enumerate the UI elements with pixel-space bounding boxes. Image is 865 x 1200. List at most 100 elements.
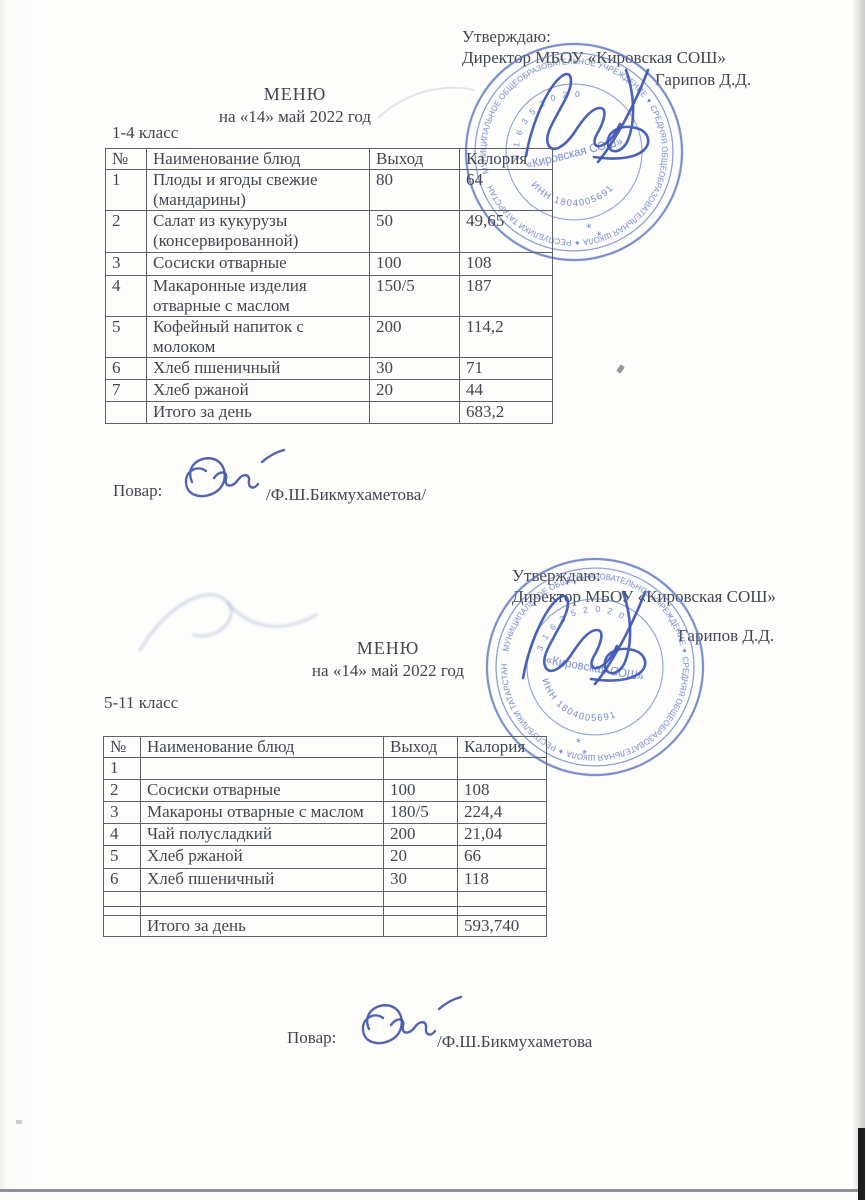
output-cell: 200 (383, 823, 458, 846)
output-cell: 30 (383, 868, 458, 892)
row-number-cell: 6 (103, 868, 141, 892)
output-cell (383, 757, 458, 780)
director-line: Директор МБОУ «Кировская СОШ» (462, 48, 726, 67)
table-row: 7 Хлеб ржаной 20 44 (105, 379, 553, 402)
director-signature (524, 68, 650, 164)
calories-cell: 64 (459, 169, 553, 211)
output-cell (383, 906, 458, 916)
col-dish: Наименование блюд (146, 148, 370, 170)
menu-table-1: № Наименование блюд Выход Калория 1 Плод… (105, 148, 553, 424)
calories-cell: 66 (457, 845, 547, 869)
dish-cell: Сосиски отварные (140, 779, 384, 802)
table-total-row: Итого за день 683,2 (105, 401, 553, 424)
stamp-star: * (595, 228, 604, 244)
calories-cell (457, 906, 547, 916)
scan-corner-bar (858, 1128, 865, 1200)
table-header-row: № Наименование блюд Выход Калория (105, 148, 553, 170)
calories-cell: 71 (459, 357, 553, 380)
col-dish: Наименование блюд (140, 736, 384, 758)
dish-cell: Макаронные изделия отварные с маслом (146, 275, 370, 317)
output-cell: 180/5 (383, 801, 458, 824)
row-number-cell: 3 (105, 252, 147, 276)
total-value-cell: 683,2 (459, 401, 553, 424)
row-number-cell: 2 (105, 210, 147, 253)
output-cell: 50 (369, 210, 460, 253)
output-cell (383, 915, 458, 937)
calories-cell: 187 (459, 275, 553, 317)
cook-label-1: Повар: (113, 481, 163, 500)
calories-cell: 108 (457, 779, 547, 802)
table-row: 4 Чай полусладкий 200 21,04 (103, 823, 547, 846)
calories-cell: 108 (459, 252, 553, 276)
stamp-middle-ring (495, 567, 695, 767)
bleed-through-signature (138, 593, 318, 652)
dish-cell: Салат из кукурузы (консервированной) (146, 210, 370, 253)
calories-cell: 44 (459, 379, 553, 402)
col-number: № (105, 148, 147, 170)
total-label-cell: Итого за день (146, 401, 370, 424)
table-empty-row (103, 906, 547, 916)
row-number-cell: 5 (103, 845, 141, 869)
row-number-cell (105, 401, 147, 424)
scan-bottom-margin (0, 1192, 865, 1200)
cook-signature (361, 995, 463, 1045)
table-empty-row (103, 891, 547, 907)
cook-signature (184, 448, 286, 498)
approval-block-1: Утверждаю: Директор МБОУ «Кировская СОШ»… (462, 26, 802, 90)
total-label-cell: Итого за день (140, 915, 384, 937)
table-row: 6 Хлеб пшеничный 30 118 (103, 868, 547, 892)
table-row: 5 Кофейный напиток с молоком 200 114,2 (105, 316, 553, 358)
calories-cell (457, 757, 547, 780)
cook-label-2: Повар: (287, 1028, 337, 1047)
dish-cell: Кофейный напиток с молоком (146, 316, 370, 358)
row-number-cell: 1 (103, 757, 141, 780)
scan-smudge (377, 86, 475, 119)
table-row: 4 Макаронные изделия отварные с маслом 1… (105, 275, 553, 317)
dish-cell: Плоды и ягоды свежие (мандарины) (146, 169, 370, 211)
table-row: 1 (103, 757, 547, 780)
output-cell: 150/5 (369, 275, 460, 317)
grade-label-1: 1-4 класс (112, 123, 179, 142)
row-number-cell: 3 (103, 801, 141, 824)
output-cell: 20 (369, 379, 460, 402)
table-row: 5 Хлеб ржаной 20 66 (103, 845, 547, 869)
table-row: 3 Сосиски отварные 100 108 (105, 252, 553, 276)
col-calories: Калория (457, 736, 547, 758)
output-cell: 100 (369, 252, 460, 276)
calories-cell: 49,65 (459, 210, 553, 253)
row-number-cell: 5 (105, 316, 147, 358)
menu-title: МЕНЮ (263, 84, 327, 104)
col-output: Выход (383, 736, 458, 758)
col-number: № (103, 736, 141, 758)
table-row: 3 Макароны отварные с маслом 180/5 224,4 (103, 801, 547, 824)
output-cell (383, 891, 458, 907)
signer-name: Гарипов Д.Д. (678, 626, 775, 645)
grade-label-2: 5-11 класс (104, 693, 179, 712)
stamp-outer-ring (485, 557, 705, 777)
stamp-star: * (585, 220, 594, 236)
output-cell: 20 (383, 845, 458, 869)
output-cell: 80 (369, 169, 460, 211)
table-row: 2 Сосиски отварные 100 108 (103, 779, 547, 802)
table-total-row: Итого за день 593,740 (103, 915, 547, 937)
row-number-cell: 2 (103, 779, 141, 802)
cook-name-1: /Ф.Ш.Бикмухаметова/ (266, 485, 427, 504)
row-number-cell: 4 (105, 275, 147, 317)
menu-title: МЕНЮ (356, 638, 420, 658)
dish-cell: Хлеб пшеничный (146, 357, 370, 380)
table-row: 2 Салат из кукурузы (консервированной) 5… (105, 210, 553, 253)
table-row: 6 Хлеб пшеничный 30 71 (105, 357, 553, 380)
output-cell: 200 (369, 316, 460, 358)
calories-cell: 21,04 (457, 823, 547, 846)
row-number-cell: 4 (103, 823, 141, 846)
output-cell: 30 (369, 357, 460, 380)
row-number-cell (103, 915, 141, 937)
dish-cell: Чай полусладкий (140, 823, 384, 846)
output-cell (369, 401, 460, 424)
row-number-cell: 1 (105, 169, 147, 211)
stamp-star: * (580, 746, 588, 762)
row-number-cell (103, 891, 141, 907)
total-value-cell: 593,740 (457, 915, 547, 937)
table-header-row: № Наименование блюд Выход Калория (103, 736, 547, 758)
